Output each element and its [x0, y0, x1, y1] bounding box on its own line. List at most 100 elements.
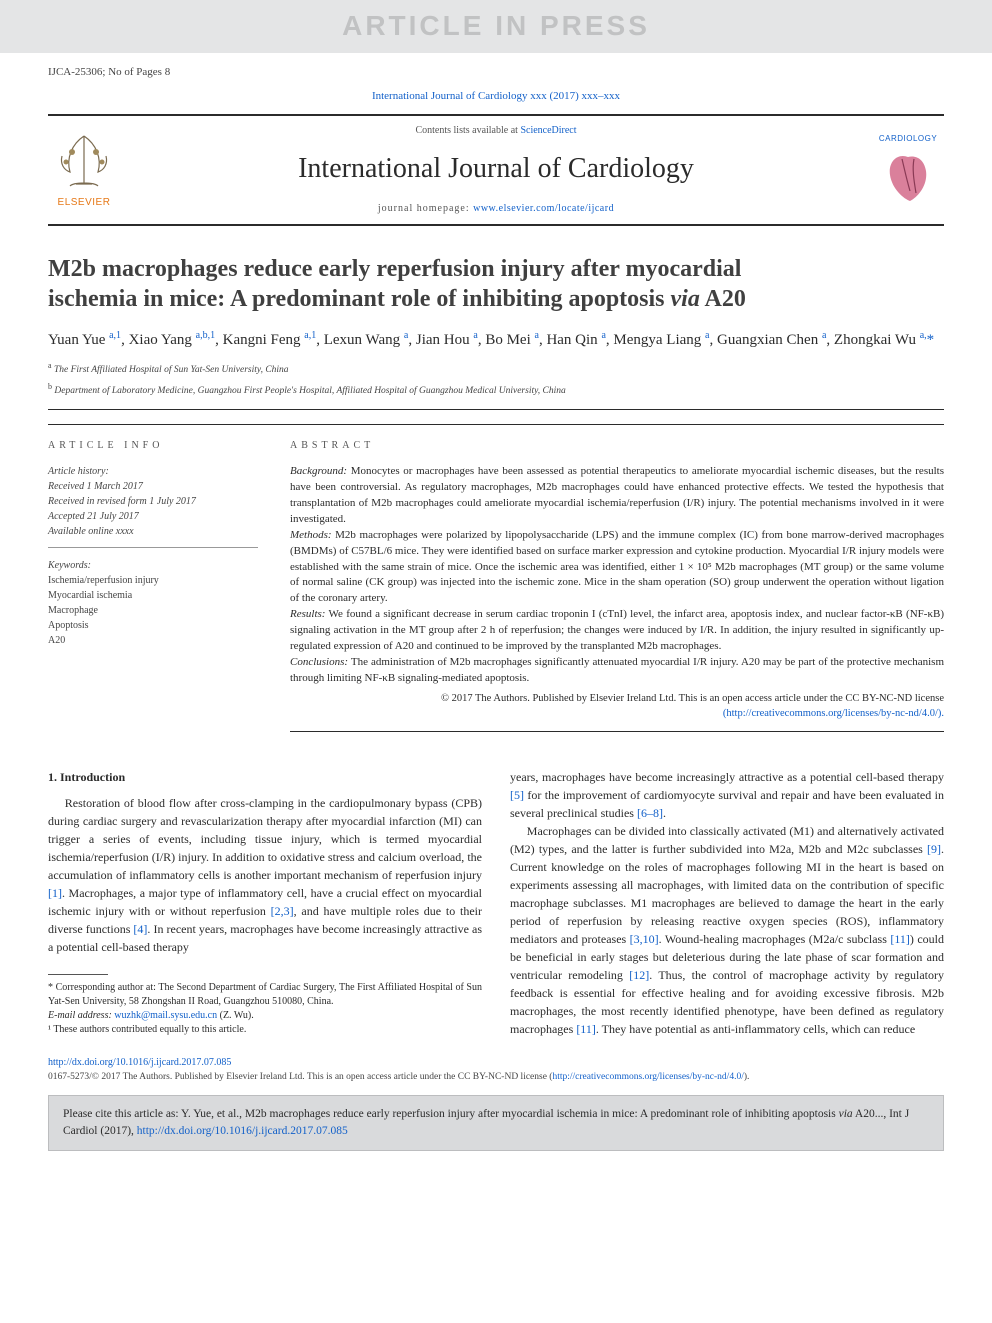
history-accepted: Accepted 21 July 2017	[48, 511, 139, 522]
affiliations: a The First Affiliated Hospital of Sun Y…	[48, 360, 944, 400]
kw-3: Apoptosis	[48, 620, 89, 631]
article-id: IJCA-25306; No of Pages 8	[48, 65, 944, 81]
header-center: Contents lists available at ScienceDirec…	[136, 124, 856, 216]
journal-name: International Journal of Cardiology	[136, 149, 856, 190]
abstract-body: Background: Monocytes or macrophages hav…	[290, 464, 944, 722]
ref-6-8[interactable]: [6–8]	[637, 806, 663, 820]
homepage-prefix: journal homepage:	[378, 203, 473, 214]
doi-link[interactable]: http://dx.doi.org/10.1016/j.ijcard.2017.…	[48, 1057, 231, 1068]
abs-concl: The administration of M2b macrophages si…	[290, 656, 944, 684]
history-received: Received 1 March 2017	[48, 481, 143, 492]
info-abstract-row: article info Article history: Received 1…	[48, 424, 944, 732]
ref-11[interactable]: [11]	[890, 932, 910, 946]
abs-methods: M2b macrophages were polarized by lipopo…	[290, 529, 944, 605]
article-info-col: article info Article history: Received 1…	[48, 439, 258, 732]
abs-copyright-text: © 2017 The Authors. Published by Elsevie…	[441, 693, 944, 704]
title-line-2-pre: ischemia in mice: A predominant role of …	[48, 286, 671, 312]
p2b: . Current knowledge on the roles of macr…	[510, 842, 944, 946]
affil-a-text: The First Affiliated Hospital of Sun Yat…	[54, 365, 289, 375]
abs-bg-lbl: Background:	[290, 465, 347, 477]
history-online: Available online xxxx	[48, 526, 134, 537]
abstract-copyright: © 2017 The Authors. Published by Elsevie…	[290, 691, 944, 721]
p1d-cont: years, macrophages have become increasin…	[510, 770, 944, 784]
p1a: Restoration of blood flow after cross-cl…	[48, 796, 482, 882]
article-info-heading: article info	[48, 439, 258, 454]
ref-2-3[interactable]: [2,3]	[271, 904, 294, 918]
kw-4: A20	[48, 635, 65, 646]
ref-9[interactable]: [9]	[927, 842, 941, 856]
heart-anatomy-icon	[876, 145, 940, 209]
top-citation-link[interactable]: International Journal of Cardiology xxx …	[372, 90, 620, 102]
ref-12[interactable]: [12]	[629, 968, 649, 982]
abs-results: We found a significant decrease in serum…	[290, 608, 944, 652]
footer-license-link[interactable]: http://creativecommons.org/licenses/by-n…	[552, 1072, 743, 1082]
page-content: IJCA-25306; No of Pages 8 International …	[0, 53, 992, 1176]
email-link[interactable]: wuzhk@mail.sysu.edu.cn	[114, 1010, 217, 1021]
equal-contrib-note: ¹ These authors contributed equally to t…	[48, 1023, 482, 1037]
footer-copy-a: 0167-5273/© 2017 The Authors. Published …	[48, 1072, 552, 1082]
authors-list: Yuan Yue a,1, Xiao Yang a,b,1, Kangni Fe…	[48, 328, 944, 352]
intro-p1-cont: years, macrophages have become increasin…	[510, 768, 944, 822]
journal-homepage: journal homepage: www.elsevier.com/locat…	[136, 202, 856, 217]
abs-concl-lbl: Conclusions:	[290, 656, 348, 668]
doi-block: http://dx.doi.org/10.1016/j.ijcard.2017.…	[48, 1056, 944, 1084]
p1e: for the improvement of cardiomyocyte sur…	[510, 788, 944, 820]
abs-results-lbl: Results:	[290, 608, 325, 620]
body-columns: 1. Introduction Restoration of blood flo…	[48, 768, 944, 1038]
ref-5[interactable]: [5]	[510, 788, 524, 802]
email-suffix: (Z. Wu).	[217, 1010, 254, 1021]
ref-3-10[interactable]: [3,10]	[630, 932, 659, 946]
title-via: via	[671, 286, 700, 312]
footnote-rule	[48, 974, 108, 975]
elsevier-label: ELSEVIER	[58, 196, 111, 211]
kw-1: Myocardial ischemia	[48, 590, 132, 601]
ref-1[interactable]: [1]	[48, 886, 62, 900]
contents-available: Contents lists available at ScienceDirec…	[136, 124, 856, 139]
article-title: M2b macrophages reduce early reperfusion…	[48, 254, 944, 314]
keywords-label: Keywords:	[48, 558, 258, 573]
title-line-2-post: A20	[700, 286, 746, 312]
email-label: E-mail address:	[48, 1010, 114, 1021]
p1f: .	[663, 806, 666, 820]
affil-b-text: Department of Laboratory Medicine, Guang…	[54, 387, 565, 397]
cardiology-label: CARDIOLOGY	[879, 133, 937, 145]
affil-a: a The First Affiliated Hospital of Sun Y…	[48, 360, 944, 378]
abs-methods-lbl: Methods:	[290, 529, 332, 541]
intro-p2: Macrophages can be divided into classica…	[510, 822, 944, 1038]
p2f: . They have potential as anti-inflammato…	[596, 1022, 915, 1036]
journal-cover-logo: CARDIOLOGY	[872, 128, 944, 212]
footnotes: * Corresponding author at: The Second De…	[48, 974, 482, 1037]
divider	[48, 409, 944, 410]
journal-header: ELSEVIER Contents lists available at Sci…	[48, 114, 944, 226]
footer-copy-b: ).	[744, 1072, 750, 1082]
citebox-a: Please cite this article as: Y. Yue, et …	[63, 1108, 839, 1120]
affil-b: b Department of Laboratory Medicine, Gua…	[48, 381, 944, 399]
citebox-doi-link[interactable]: http://dx.doi.org/10.1016/j.ijcard.2017.…	[137, 1125, 348, 1137]
top-citation: International Journal of Cardiology xxx …	[48, 89, 944, 105]
elsevier-logo: ELSEVIER	[48, 128, 120, 212]
intro-heading: 1. Introduction	[48, 768, 482, 786]
watermark-banner: ARTICLE IN PRESS	[0, 0, 992, 53]
sciencedirect-link[interactable]: ScienceDirect	[520, 125, 576, 136]
tree-icon	[52, 130, 116, 194]
abstract-col: abstract Background: Monocytes or macrop…	[290, 439, 944, 732]
email-note: E-mail address: wuzhk@mail.sysu.edu.cn (…	[48, 1009, 482, 1023]
ref-11b[interactable]: [11]	[576, 1022, 596, 1036]
homepage-link[interactable]: www.elsevier.com/locate/ijcard	[473, 203, 614, 214]
keywords: Keywords: Ischemia/reperfusion injury My…	[48, 558, 258, 648]
cite-this-article-box: Please cite this article as: Y. Yue, et …	[48, 1095, 944, 1152]
footer-copyright: 0167-5273/© 2017 The Authors. Published …	[48, 1071, 944, 1085]
abs-bg: Monocytes or macrophages have been asses…	[290, 465, 944, 525]
citebox-via: via	[839, 1108, 853, 1120]
corr-author-note: * Corresponding author at: The Second De…	[48, 981, 482, 1009]
history-label: Article history:	[48, 464, 258, 479]
ref-4[interactable]: [4]	[133, 922, 147, 936]
p2c: . Wound-healing macrophages (M2a/c subcl…	[659, 932, 891, 946]
history-revised: Received in revised form 1 July 2017	[48, 496, 196, 507]
abstract-heading: abstract	[290, 439, 944, 454]
license-link[interactable]: (http://creativecommons.org/licenses/by-…	[723, 708, 944, 719]
article-history: Article history: Received 1 March 2017 R…	[48, 464, 258, 548]
p2a: Macrophages can be divided into classica…	[510, 824, 944, 856]
kw-2: Macrophage	[48, 605, 98, 616]
title-line-1: M2b macrophages reduce early reperfusion…	[48, 256, 741, 282]
